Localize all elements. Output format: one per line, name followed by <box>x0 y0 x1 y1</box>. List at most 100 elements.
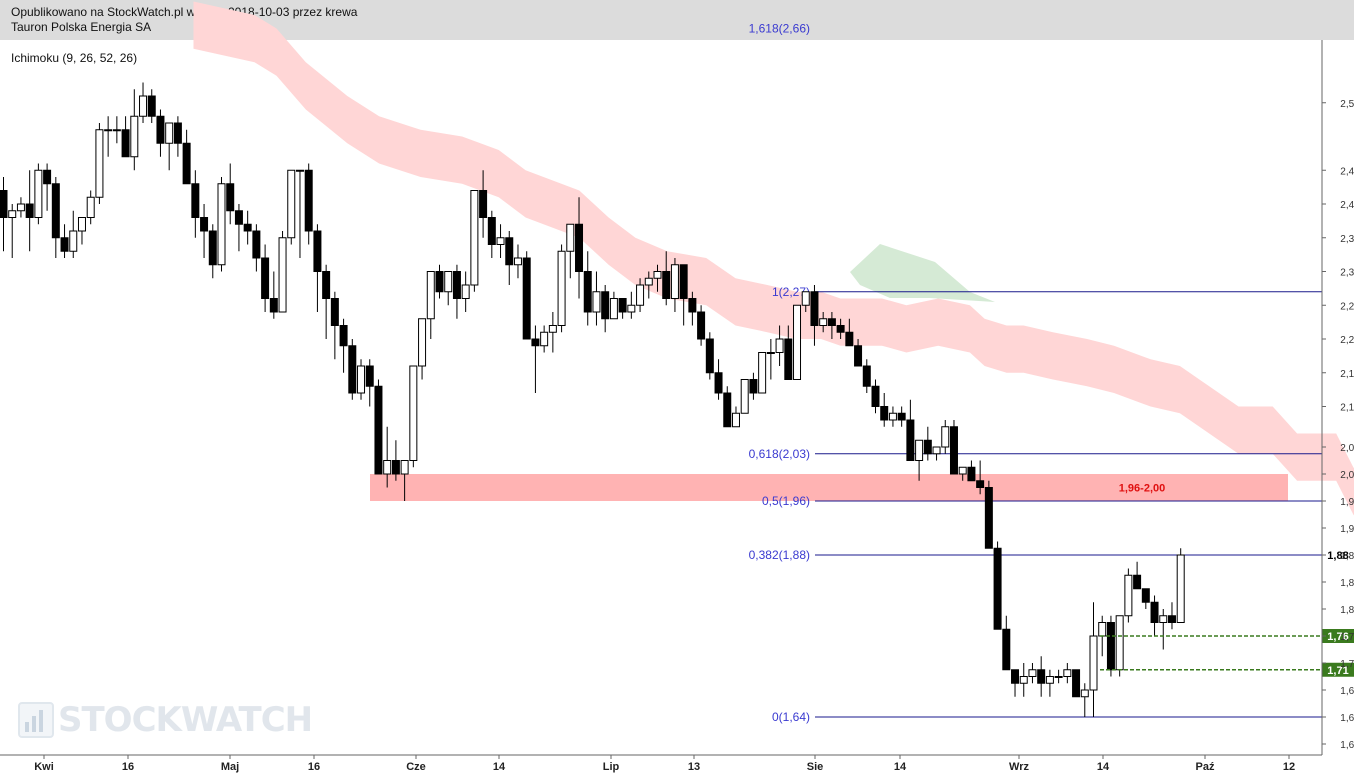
candle <box>243 223 252 232</box>
candle <box>339 325 348 347</box>
candle <box>592 291 601 313</box>
y-tick-label: 2,15 <box>1340 369 1354 380</box>
candle <box>383 460 392 475</box>
candle <box>1150 601 1159 623</box>
candle <box>77 217 86 232</box>
candle <box>984 487 993 549</box>
fib-label: 1(2,27) <box>772 285 810 299</box>
published-info: Opublikowano na StockWatch.pl w dniu: 20… <box>11 5 358 19</box>
candle <box>182 142 191 185</box>
candle <box>505 237 514 266</box>
candle <box>932 446 941 455</box>
candle <box>1115 615 1124 671</box>
x-tick-label: 13 <box>688 761 700 773</box>
candle <box>322 271 331 299</box>
y-tick-label: 1,64 <box>1340 713 1354 724</box>
y-tick-label: 2,25 <box>1340 301 1354 312</box>
candle <box>173 122 182 144</box>
fib-label: 0,382(1,88) <box>749 548 810 562</box>
x-tick-label: 14 <box>1097 761 1110 773</box>
y-tick-label: 1,76 <box>1340 632 1354 643</box>
candle <box>915 439 924 461</box>
candle <box>906 419 915 461</box>
candle <box>60 237 69 252</box>
candle <box>357 365 366 394</box>
candle <box>653 271 662 279</box>
candle <box>426 271 435 320</box>
candle <box>1002 628 1011 671</box>
y-tick-label: 2,00 <box>1340 470 1354 481</box>
candle <box>1098 622 1107 637</box>
candle <box>1141 588 1150 603</box>
candle <box>217 183 226 266</box>
candle <box>1011 669 1020 684</box>
y-tick-label: 2,55 <box>1340 99 1354 110</box>
candle <box>749 379 758 394</box>
y-tick-label: 2,04 <box>1340 443 1354 454</box>
y-tick-label: 2,20 <box>1340 335 1354 346</box>
candle <box>880 406 889 421</box>
y-tick-label: 1,96 <box>1340 497 1354 508</box>
fib-label: 1,618(2,66) <box>749 22 810 36</box>
candle <box>976 480 985 488</box>
candle <box>583 271 592 313</box>
candle <box>557 250 566 326</box>
candle <box>461 284 470 299</box>
y-tick-label: 2,30 <box>1340 268 1354 279</box>
x-tick-label: Sie <box>807 761 824 773</box>
x-tick-label: 12 <box>1283 761 1295 773</box>
candle <box>1133 574 1142 590</box>
candle <box>1176 554 1185 623</box>
candle <box>993 547 1002 630</box>
y-tick-label: 2,45 <box>1340 166 1354 177</box>
candle <box>269 298 278 313</box>
candle <box>156 115 165 144</box>
candle <box>16 203 25 212</box>
candle <box>104 129 113 132</box>
candle <box>766 352 775 354</box>
y-tick-label: 1,92 <box>1340 524 1354 535</box>
candle <box>1080 689 1089 698</box>
candle <box>95 129 104 198</box>
candle <box>575 223 584 272</box>
candle <box>636 284 645 306</box>
fib-label: 0,5(1,96) <box>762 494 810 508</box>
fib-label: 0,618(2,03) <box>749 447 810 461</box>
level-tag <box>1322 662 1354 677</box>
candle <box>897 412 906 421</box>
candle <box>688 298 697 313</box>
candle <box>496 237 505 245</box>
candle <box>234 210 243 225</box>
candle <box>51 183 60 239</box>
candle <box>618 298 627 313</box>
candle <box>548 325 557 333</box>
candle <box>819 318 828 326</box>
candle <box>697 311 706 340</box>
candle <box>522 257 531 340</box>
x-tick-label: Lip <box>603 761 620 773</box>
ichimoku-cloud-bearish <box>193 1 1354 516</box>
stockwatch-watermark: STOCKWATCH <box>18 700 313 740</box>
x-tick-label: Maj <box>221 761 239 773</box>
candle <box>1028 669 1037 677</box>
candle <box>226 183 235 212</box>
candle <box>278 237 287 313</box>
candle <box>409 365 418 461</box>
candle <box>121 129 130 158</box>
candle <box>1037 669 1046 684</box>
x-tick-label: 16 <box>308 761 320 773</box>
candle <box>1089 635 1098 691</box>
candle <box>8 210 17 218</box>
candle <box>365 365 374 387</box>
candle <box>1045 676 1054 684</box>
y-tick-label: 1,80 <box>1340 605 1354 616</box>
candle <box>487 217 496 245</box>
candle <box>967 466 976 482</box>
indicator-label: Ichimoku (9, 26, 52, 26) <box>11 51 138 65</box>
candle <box>723 392 732 428</box>
x-tick-label: Paź <box>1196 761 1215 773</box>
candle <box>139 95 148 117</box>
fib-label: 0(1,64) <box>772 710 810 724</box>
x-tick-label: 14 <box>894 761 907 773</box>
